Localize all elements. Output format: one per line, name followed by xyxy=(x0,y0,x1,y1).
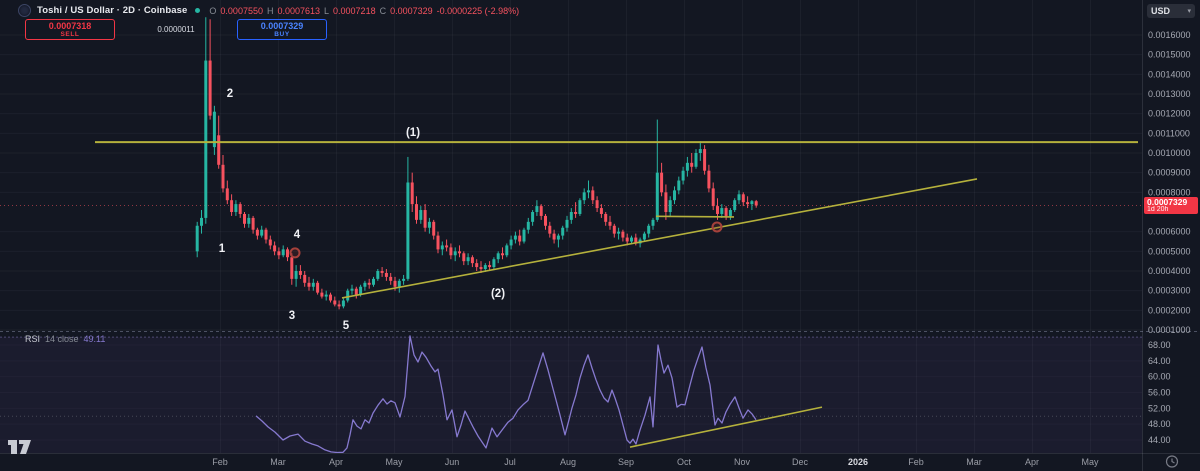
svg-text:68.00: 68.00 xyxy=(1148,340,1171,350)
svg-text:Feb: Feb xyxy=(908,457,924,467)
svg-text:0.0004000: 0.0004000 xyxy=(1148,266,1191,276)
rising-trendline[interactable] xyxy=(341,178,978,299)
high-label: H xyxy=(266,5,274,16)
svg-text:Dec: Dec xyxy=(792,457,809,467)
svg-text:0.0001000: 0.0001000 xyxy=(1148,325,1191,335)
svg-text:0.0010000: 0.0010000 xyxy=(1148,148,1191,158)
grid xyxy=(0,0,1142,453)
market-open-dot-icon xyxy=(195,8,201,13)
rsi-trendline[interactable] xyxy=(629,406,823,448)
rsi-legend[interactable]: RSI 14 close 49.11 xyxy=(25,334,105,344)
svg-text:Sep: Sep xyxy=(618,457,634,467)
wave-label-1[interactable]: (1) xyxy=(406,127,420,139)
svg-text:May: May xyxy=(385,457,403,467)
svg-text:0.0009000: 0.0009000 xyxy=(1148,168,1191,178)
wave-label-2[interactable]: 2 xyxy=(227,88,233,100)
wave-label-5[interactable]: 5 xyxy=(343,320,350,332)
svg-text:0.0011000: 0.0011000 xyxy=(1148,128,1190,138)
sell-button[interactable]: 0.0007318 SELL xyxy=(25,19,115,40)
wave-label-1[interactable]: 1 xyxy=(219,243,226,255)
svg-text:0.0014000: 0.0014000 xyxy=(1148,69,1191,79)
buy-button[interactable]: 0.0007329 BUY xyxy=(237,19,327,40)
circle-marker-1[interactable] xyxy=(289,247,301,259)
tradingview-logo-icon[interactable] xyxy=(8,440,31,454)
chevron-down-icon: ▾ xyxy=(1187,8,1191,15)
svg-text:0.0008000: 0.0008000 xyxy=(1148,187,1191,197)
svg-text:Jul: Jul xyxy=(504,457,516,467)
change-value: -0.0000225 (-2.98%) xyxy=(436,5,520,16)
sell-price: 0.0007318 xyxy=(48,20,92,31)
last-price-value: 0.0007329 xyxy=(1147,197,1188,207)
svg-text:Oct: Oct xyxy=(677,457,692,467)
wave-label-4[interactable]: 4 xyxy=(294,229,301,241)
high-value: 0.0007613 xyxy=(277,5,321,16)
wave-label-2[interactable]: (2) xyxy=(491,288,505,300)
svg-text:May: May xyxy=(1081,457,1099,467)
wave-label-3[interactable]: 3 xyxy=(289,310,295,322)
rsi-params: 14 close xyxy=(45,334,79,344)
svg-text:0.0005000: 0.0005000 xyxy=(1148,246,1191,256)
close-label: C xyxy=(379,5,387,16)
open-label: O xyxy=(209,5,217,16)
rsi-title: RSI xyxy=(25,334,41,344)
spread-value: 0.0000011 xyxy=(157,25,195,34)
svg-text:0.0016000: 0.0016000 xyxy=(1148,30,1191,40)
toshi-logo-icon xyxy=(18,4,31,17)
symbol-legend: Toshi / US Dollar · 2D · Coinbase O 0.000… xyxy=(18,4,519,17)
svg-text:52.00: 52.00 xyxy=(1148,403,1171,413)
currency-label: USD xyxy=(1151,6,1171,16)
svg-text:0.0012000: 0.0012000 xyxy=(1148,109,1191,119)
ohlc-readout: O 0.0007550 H 0.0007613 L 0.0007218 C 0.0007… xyxy=(209,6,519,16)
svg-text:56.00: 56.00 xyxy=(1148,387,1171,397)
svg-text:0.0003000: 0.0003000 xyxy=(1148,286,1191,296)
candlestick-series xyxy=(195,17,758,310)
svg-text:44.00: 44.00 xyxy=(1148,435,1171,445)
neckline-segment[interactable] xyxy=(655,215,735,218)
time-axis[interactable]: Feb Mar Apr May Jun Jul Aug Sep Oct Nov Dec 2026 Feb… xyxy=(212,457,1099,467)
svg-text:0.0006000: 0.0006000 xyxy=(1148,227,1191,237)
svg-text:Jun: Jun xyxy=(445,457,460,467)
svg-text:Feb: Feb xyxy=(212,457,228,467)
circle-marker-2[interactable] xyxy=(711,221,723,233)
svg-text:0.0002000: 0.0002000 xyxy=(1148,305,1191,315)
open-value: 0.0007550 xyxy=(220,5,263,16)
svg-text:0.0013000: 0.0013000 xyxy=(1148,89,1191,99)
svg-text:0.0015000: 0.0015000 xyxy=(1148,50,1191,60)
svg-text:Apr: Apr xyxy=(329,457,343,467)
svg-text:48.00: 48.00 xyxy=(1148,419,1171,429)
buy-price: 0.0007329 xyxy=(260,20,304,31)
svg-text:Mar: Mar xyxy=(270,457,286,467)
rsi-value: 49.11 xyxy=(83,334,106,344)
bar-countdown: 1d 20h xyxy=(1147,206,1169,213)
price-axis[interactable]: 0.0016000 0.0015000 0.0014000 0.0013000 0.00… xyxy=(1148,30,1191,445)
trade-panel: 0.0007318 SELL 0.0000011 0.0007329 BUY xyxy=(25,19,327,40)
svg-text:Apr: Apr xyxy=(1025,457,1039,467)
svg-text:60.00: 60.00 xyxy=(1148,372,1171,382)
svg-text:Aug: Aug xyxy=(560,457,576,467)
clock-icon[interactable] xyxy=(1165,455,1179,468)
svg-text:Nov: Nov xyxy=(734,457,751,467)
last-price-badge: 0.0007329 1d 20h xyxy=(1144,197,1198,214)
close-value: 0.0007329 xyxy=(390,5,433,16)
rsi-band-fill xyxy=(0,337,1142,453)
svg-text:2026: 2026 xyxy=(848,457,868,467)
low-value: 0.0007218 xyxy=(333,5,376,16)
svg-text:64.00: 64.00 xyxy=(1148,356,1171,366)
symbol-title[interactable]: Toshi / US Dollar · 2D · Coinbase xyxy=(37,5,188,16)
currency-selector[interactable]: USD ▾ xyxy=(1147,4,1195,18)
rsi-plot-line xyxy=(255,335,757,454)
sell-label: SELL xyxy=(60,30,80,38)
low-label: L xyxy=(324,5,330,16)
svg-text:Mar: Mar xyxy=(966,457,982,467)
buy-label: BUY xyxy=(274,30,290,38)
